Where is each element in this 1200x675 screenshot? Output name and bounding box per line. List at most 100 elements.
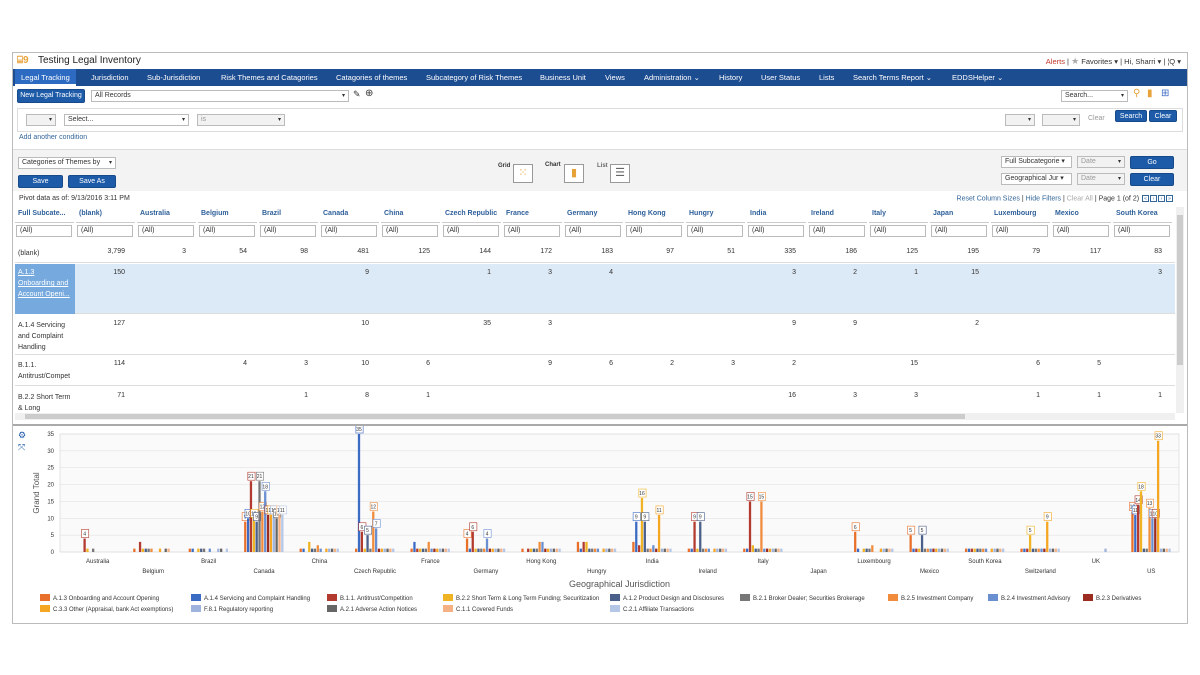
column-filter-input[interactable]: (All) bbox=[809, 225, 865, 237]
condition-clear-link[interactable]: Clear bbox=[1088, 115, 1105, 122]
column-filter-input[interactable]: (All) bbox=[748, 225, 804, 237]
grid-layout-icon[interactable]: ⊞ bbox=[1161, 88, 1170, 99]
column-header[interactable]: Ireland bbox=[808, 207, 867, 223]
column-header[interactable]: Czech Republic bbox=[442, 207, 501, 223]
column-header[interactable]: Brazil bbox=[259, 207, 318, 223]
column-filter-input[interactable]: (All) bbox=[626, 225, 682, 237]
condition-field-select[interactable]: Select... ▾ bbox=[64, 114, 189, 126]
column-filter-input[interactable]: (All) bbox=[1053, 225, 1109, 237]
expand-icon[interactable]: ⤧ bbox=[18, 442, 26, 452]
condition-extra-select-2[interactable]: ▾ bbox=[1042, 114, 1080, 126]
column-header[interactable]: Germany bbox=[564, 207, 623, 223]
column-header[interactable]: Italy bbox=[869, 207, 928, 223]
column-filter-input[interactable]: (All) bbox=[260, 225, 316, 237]
column-header[interactable]: China bbox=[381, 207, 440, 223]
bar-chart-icon[interactable]: ▮ bbox=[1147, 88, 1153, 99]
column-header[interactable]: Luxembourg bbox=[991, 207, 1050, 223]
first-page-icon[interactable]: « bbox=[1142, 195, 1149, 202]
column-filter-input[interactable]: (All) bbox=[992, 225, 1048, 237]
search-input[interactable]: Search... ▾ bbox=[1061, 90, 1128, 102]
column-date-select[interactable]: Date ▾ bbox=[1077, 173, 1125, 185]
nav-item-10[interactable]: User Status bbox=[761, 73, 801, 82]
next-page-icon[interactable]: › bbox=[1158, 195, 1165, 202]
grid-view-icon[interactable]: ⁙ bbox=[513, 164, 533, 183]
table-row[interactable]: (blank) 3,799 3 54 98 481 125 144 172 183 97 51 335 1… bbox=[15, 243, 1175, 263]
gear-icon[interactable]: ⚙ bbox=[18, 430, 27, 440]
column-header[interactable]: Australia bbox=[137, 207, 196, 223]
clear-all-link[interactable]: Clear All bbox=[1066, 195, 1093, 203]
column-header[interactable]: Belgium bbox=[198, 207, 257, 223]
prev-page-icon[interactable]: ‹ bbox=[1150, 195, 1157, 202]
nav-item-3[interactable]: Risk Themes and Catagories bbox=[221, 73, 318, 82]
column-filter-input[interactable]: (All) bbox=[16, 225, 72, 237]
nav-item-5[interactable]: Subcategory of Risk Themes bbox=[426, 73, 523, 82]
nav-item-11[interactable]: Lists bbox=[819, 73, 835, 82]
nav-item-12[interactable]: Search Terms Report ⌄ bbox=[853, 73, 933, 82]
column-filter-input[interactable]: (All) bbox=[77, 225, 133, 237]
column-filter-input[interactable]: (All) bbox=[321, 225, 377, 237]
nav-item-6[interactable]: Business Unit bbox=[540, 73, 586, 82]
row-label[interactable]: A.1.3 Onboarding and Account Openi... bbox=[15, 264, 75, 314]
condition-prefix-select[interactable]: ▾ bbox=[26, 114, 56, 126]
nav-item-13[interactable]: EDDSHelper ⌄ bbox=[952, 73, 1004, 82]
table-row[interactable]: B.2.2 Short Term & Long 71 1 8 1 16 3 3 1 1 1 bbox=[15, 387, 1175, 413]
column-header[interactable]: France bbox=[503, 207, 562, 223]
hide-filters-link[interactable]: Hide Filters bbox=[1025, 195, 1062, 203]
column-header[interactable]: South Korea bbox=[1113, 207, 1172, 223]
edit-icon[interactable]: ✎ bbox=[353, 89, 361, 99]
pivot-clear-button[interactable]: Clear bbox=[1130, 173, 1174, 186]
nav-item-1[interactable]: Jurisdiction bbox=[91, 73, 129, 82]
column-header[interactable]: Full Subcate... bbox=[15, 207, 74, 223]
table-row[interactable]: A.1.3 Onboarding and Account Openi... 150… bbox=[15, 264, 1175, 314]
nav-item-0[interactable]: Legal Tracking bbox=[15, 69, 76, 86]
nav-item-4[interactable]: Catagories of themes bbox=[336, 73, 408, 82]
records-select[interactable]: All Records ▾ bbox=[91, 90, 349, 102]
horizontal-scrollbar[interactable] bbox=[15, 413, 1175, 420]
column-filter-input[interactable]: (All) bbox=[1114, 225, 1170, 237]
row-field-select[interactable]: Full Subcategorie ▾ bbox=[1001, 156, 1072, 168]
column-header[interactable]: Hungry bbox=[686, 207, 745, 223]
favorites-menu[interactable]: Favorites ▾ bbox=[1081, 57, 1118, 66]
nav-item-8[interactable]: Administration ⌄ bbox=[644, 73, 700, 82]
table-row[interactable]: A.1.4 Servicing and Complaint Handling 12… bbox=[15, 315, 1175, 355]
row-date-select[interactable]: Date ▾ bbox=[1077, 156, 1125, 168]
chart-view-icon[interactable]: ▮ bbox=[564, 164, 584, 183]
categories-by-select[interactable]: Categories of Themes by ▾ bbox=[18, 157, 116, 169]
column-filter-input[interactable]: (All) bbox=[382, 225, 438, 237]
add-circle-icon[interactable]: ⊕ bbox=[365, 88, 374, 99]
user-menu[interactable]: Hi, Sharri ▾ bbox=[1124, 57, 1162, 66]
add-condition-link[interactable]: Add another condition bbox=[19, 134, 88, 141]
column-filter-input[interactable]: (All) bbox=[199, 225, 255, 237]
nav-item-2[interactable]: Sub-Jurisdiction bbox=[147, 73, 201, 82]
column-filter-input[interactable]: (All) bbox=[504, 225, 560, 237]
nav-item-9[interactable]: History bbox=[719, 73, 743, 82]
clear-button[interactable]: Clear bbox=[1149, 110, 1177, 122]
reset-column-sizes-link[interactable]: Reset Column Sizes bbox=[956, 195, 1020, 203]
search-icon[interactable]: ⚲ bbox=[1133, 88, 1141, 99]
vertical-scrollbar[interactable] bbox=[1176, 207, 1184, 413]
column-header[interactable]: Mexico bbox=[1052, 207, 1111, 223]
alerts-link[interactable]: Alerts bbox=[1045, 57, 1065, 66]
search-button[interactable]: Search bbox=[1115, 110, 1147, 122]
column-filter-input[interactable]: (All) bbox=[870, 225, 926, 237]
save-as-button[interactable]: Save As bbox=[68, 175, 116, 188]
condition-extra-select-1[interactable]: ▾ bbox=[1005, 114, 1035, 126]
column-filter-input[interactable]: (All) bbox=[138, 225, 194, 237]
column-filter-input[interactable]: (All) bbox=[931, 225, 987, 237]
column-filter-input[interactable]: (All) bbox=[443, 225, 499, 237]
go-button[interactable]: Go bbox=[1130, 156, 1174, 169]
scroll-thumb[interactable] bbox=[1177, 215, 1183, 365]
column-header[interactable]: India bbox=[747, 207, 806, 223]
column-filter-input[interactable]: (All) bbox=[565, 225, 621, 237]
column-header[interactable]: Hong Kong bbox=[625, 207, 684, 223]
table-row[interactable]: B.1.1. Antitrust/Compet 114 4 3 10 6 9 6 2 3 2 15 6 5 bbox=[15, 355, 1175, 386]
save-button[interactable]: Save bbox=[18, 175, 63, 188]
column-header[interactable]: Canada bbox=[320, 207, 379, 223]
list-view-icon[interactable]: ☰ bbox=[610, 164, 630, 183]
column-header[interactable]: (blank) bbox=[76, 207, 135, 223]
nav-item-7[interactable]: Views bbox=[605, 73, 625, 82]
column-field-select[interactable]: Geographical Jur ▾ bbox=[1001, 173, 1072, 185]
last-page-icon[interactable]: » bbox=[1166, 195, 1173, 202]
quick-menu[interactable]: ¦Q ▾ bbox=[1167, 57, 1181, 66]
scroll-thumb[interactable] bbox=[25, 414, 965, 419]
